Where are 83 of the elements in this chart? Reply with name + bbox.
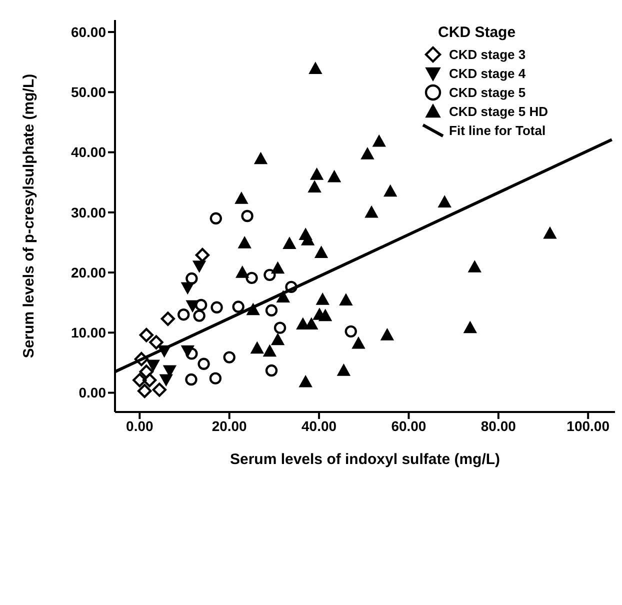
point — [234, 192, 248, 204]
point — [223, 351, 236, 364]
point — [236, 266, 249, 278]
x-tick-label: 60.00 — [391, 418, 426, 434]
point — [193, 310, 206, 322]
point — [384, 184, 397, 197]
x-tick-label: 40.00 — [302, 418, 337, 434]
y-tick-label: 0.00 — [78, 384, 106, 401]
point — [195, 298, 208, 312]
point — [438, 196, 452, 208]
y-tick-label: 50.00 — [70, 84, 106, 100]
point — [308, 180, 322, 192]
point — [160, 374, 173, 386]
point — [132, 373, 147, 388]
point — [198, 358, 210, 370]
x-tick-label: 0.00 — [126, 418, 154, 434]
y-axis-title: Serum levels of p-cresylsulphate (mg/L) — [20, 74, 38, 358]
point — [360, 148, 374, 160]
point — [178, 308, 190, 321]
x-tick-label: 100.00 — [566, 418, 610, 434]
point — [365, 206, 378, 218]
point — [142, 373, 157, 388]
legend-label: CKD stage 3 — [449, 47, 526, 62]
point — [186, 272, 198, 285]
point — [352, 336, 365, 349]
point — [192, 260, 206, 272]
point — [543, 226, 556, 239]
point — [464, 321, 477, 334]
point — [285, 280, 298, 294]
point — [316, 293, 330, 305]
legend-label: Fit line for Total — [449, 123, 546, 138]
x-axis-title: Serum levels of indoxyl sulfate (mg/L) — [230, 451, 500, 468]
point — [265, 364, 278, 377]
point — [264, 268, 276, 282]
point — [139, 364, 154, 379]
point — [310, 168, 324, 180]
x-tick-label: 80.00 — [480, 418, 516, 434]
y-tick-label: 60.00 — [70, 24, 106, 40]
legend-title: CKD Stage — [438, 24, 517, 41]
point — [210, 301, 223, 314]
point — [282, 237, 296, 249]
point — [308, 62, 322, 74]
point — [263, 344, 276, 357]
point — [314, 246, 328, 258]
point — [265, 304, 278, 316]
y-tick-label: 40.00 — [70, 144, 106, 160]
point — [380, 328, 394, 340]
point — [250, 342, 264, 354]
point — [271, 262, 284, 274]
point — [318, 309, 332, 322]
point — [134, 352, 149, 366]
point — [372, 134, 386, 147]
point — [238, 236, 252, 248]
point — [146, 360, 160, 372]
point — [137, 384, 152, 398]
legend-label: CKD stage 5 — [449, 85, 526, 100]
point — [149, 335, 164, 350]
point — [232, 300, 244, 313]
y-tick-label: 10.00 — [70, 324, 106, 341]
y-tick-label: 20.00 — [70, 264, 106, 280]
point — [210, 212, 222, 224]
point — [186, 348, 198, 360]
point — [271, 333, 284, 346]
point — [468, 260, 482, 272]
legend-label: CKD stage 4 — [449, 66, 526, 81]
x-tick-label: 20.00 — [212, 418, 248, 434]
point — [299, 375, 312, 388]
point — [185, 373, 198, 386]
point — [337, 364, 350, 376]
y-tick-label: 30.00 — [70, 204, 106, 220]
point — [160, 312, 176, 326]
point — [195, 248, 210, 262]
point — [328, 170, 341, 182]
point — [209, 372, 222, 384]
legend-label: CKD stage 5 HD — [449, 104, 548, 119]
point — [339, 294, 352, 306]
point — [274, 322, 286, 334]
point — [254, 152, 268, 164]
point — [241, 210, 254, 222]
point — [246, 272, 258, 284]
point — [344, 325, 357, 338]
point — [152, 382, 166, 397]
point — [139, 328, 154, 342]
